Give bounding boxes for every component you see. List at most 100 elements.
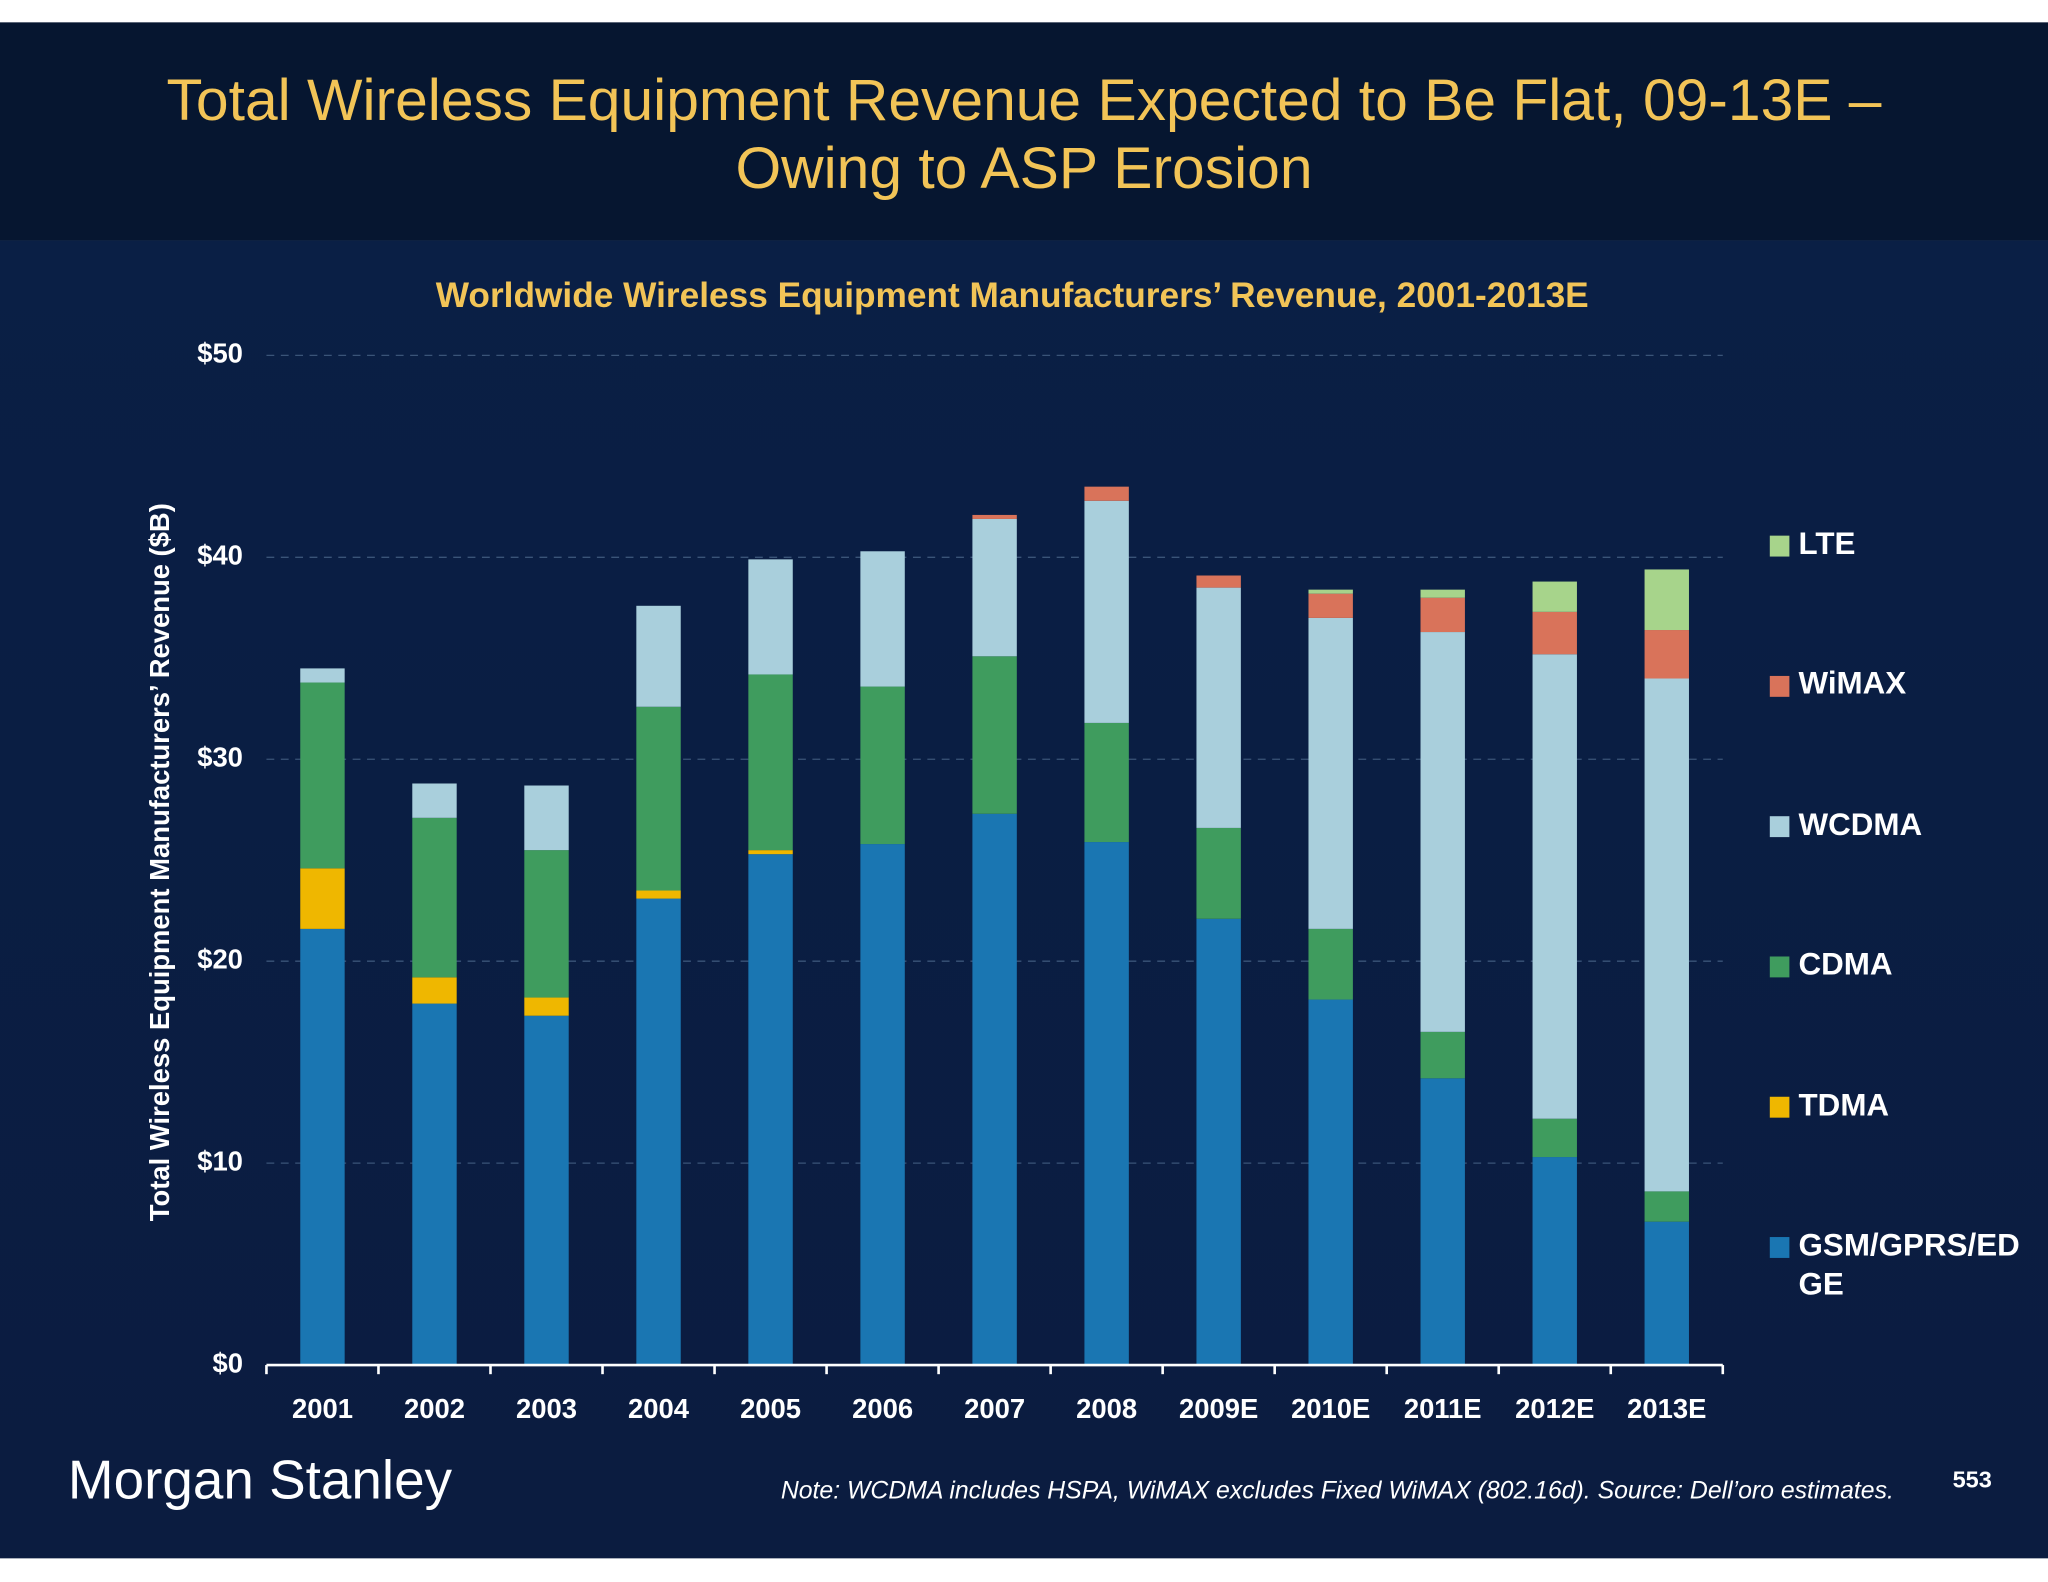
- bar-segment: [748, 559, 793, 675]
- y-axis-title: Total Wireless Equipment Manufacturers’ …: [144, 503, 175, 1221]
- bar-segment: [636, 706, 681, 891]
- bar-segment: [412, 817, 457, 978]
- y-tick-label: $0: [212, 1347, 242, 1378]
- legend-item: LTE: [1798, 526, 1856, 562]
- y-tick-label: $30: [197, 742, 243, 773]
- legend-item: WiMAX: [1798, 666, 1907, 703]
- bar-segment: [1084, 486, 1129, 501]
- y-tick-label: $10: [197, 1145, 243, 1176]
- bar-segment: [1196, 587, 1241, 828]
- bar-segment: [1084, 722, 1129, 843]
- footnote: Note: WCDMA includes HSPA, WiMAX exclude…: [781, 1477, 1894, 1504]
- legend-item: WCDMA: [1798, 807, 1923, 843]
- x-tick-label: 2005: [740, 1393, 801, 1424]
- bar-segment: [1644, 678, 1689, 1192]
- x-tick-label: 2009E: [1179, 1393, 1258, 1424]
- bar-segment: [1644, 1221, 1689, 1366]
- bar-segment: [300, 668, 345, 683]
- bar-segment: [300, 682, 345, 869]
- header-band: [0, 22, 2048, 241]
- x-tick-label: 2003: [516, 1393, 577, 1424]
- bar-segment: [1420, 1078, 1465, 1366]
- bar-segment: [636, 898, 681, 1366]
- bar-segment: [524, 850, 569, 998]
- y-tick-label: $50: [197, 338, 243, 369]
- chart-title: Worldwide Wireless Equipment Manufacture…: [436, 276, 1589, 315]
- page-number: 553: [1953, 1466, 1992, 1492]
- bar-segment: [1532, 1118, 1577, 1158]
- legend-swatch: [1769, 675, 1790, 697]
- bar-segment: [1644, 569, 1689, 631]
- bar-segment: [524, 1015, 569, 1366]
- bar-segment: [748, 854, 793, 1366]
- x-tick-label: 2002: [404, 1393, 465, 1424]
- bar-segment: [860, 844, 905, 1366]
- bar-segment: [1420, 1031, 1465, 1079]
- bar-segment: [1196, 918, 1241, 1366]
- bar-segment: [1532, 1157, 1577, 1366]
- bar-segment: [300, 928, 345, 1366]
- legend-label: WCDMA: [1798, 807, 1923, 843]
- bar-segment: [748, 674, 793, 851]
- bar-segment: [1084, 842, 1129, 1366]
- bar-segment: [1532, 611, 1577, 655]
- bar-segment: [1308, 589, 1353, 594]
- bar-segment: [1420, 632, 1465, 1032]
- bar-segment: [524, 997, 569, 1016]
- bar-segment: [1420, 589, 1465, 598]
- x-tick-label: 2001: [292, 1393, 353, 1424]
- bar-segment: [860, 551, 905, 687]
- bar-segment: [1084, 500, 1129, 723]
- x-tick-label: 2010E: [1291, 1393, 1370, 1424]
- bar-segment: [1196, 575, 1241, 588]
- bar-segment: [524, 785, 569, 851]
- legend-item: CDMA: [1798, 947, 1893, 983]
- legend-swatch: [1769, 816, 1790, 838]
- bar-segment: [972, 813, 1017, 1366]
- bar-segment: [1644, 630, 1689, 679]
- x-tick-label: 2013E: [1627, 1393, 1706, 1424]
- legend-swatch: [1769, 535, 1790, 557]
- bar-segment: [1420, 597, 1465, 633]
- bar-segment: [972, 518, 1017, 657]
- legend-label: GSM/GPRS/EDGE: [1798, 1227, 2020, 1303]
- slide-title: Total Wireless Equipment Revenue Expecte…: [167, 68, 1882, 133]
- legend-label: TDMA: [1798, 1087, 1890, 1123]
- x-tick-label: 2007: [964, 1393, 1025, 1424]
- bar-segment: [636, 890, 681, 899]
- bar-segment: [412, 977, 457, 1004]
- legend-swatch: [1769, 1096, 1790, 1118]
- legend-item: TDMA: [1798, 1087, 1890, 1123]
- bar-segment: [972, 656, 1017, 814]
- legend-swatch: [1769, 1237, 1790, 1258]
- bar-segment: [1308, 928, 1353, 1000]
- logo: Morgan Stanley: [68, 1448, 453, 1510]
- legend-label: WiMAX: [1798, 666, 1907, 703]
- legend-swatch: [1769, 956, 1790, 978]
- legend-label: CDMA: [1798, 947, 1893, 983]
- bar-segment: [860, 686, 905, 845]
- bar-segment: [412, 1003, 457, 1366]
- y-tick-label: $40: [197, 540, 243, 571]
- bar-segment: [1532, 581, 1577, 612]
- x-tick-label: 2012E: [1515, 1393, 1594, 1424]
- x-tick-label: 2004: [628, 1393, 690, 1424]
- bar-segment: [1308, 999, 1353, 1366]
- x-tick-label: 2011E: [1404, 1393, 1482, 1424]
- bar-segment: [300, 868, 345, 929]
- bar-segment: [1532, 654, 1577, 1119]
- bar-segment: [748, 850, 793, 855]
- slide-title: Owing to ASP Erosion: [735, 136, 1312, 201]
- y-tick-label: $20: [197, 943, 243, 974]
- bar-segment: [1308, 617, 1353, 929]
- bar-segment: [1196, 827, 1241, 919]
- bar-segment: [636, 605, 681, 707]
- bar-segment: [1308, 593, 1353, 618]
- legend-label: LTE: [1798, 526, 1856, 562]
- bar-segment: [412, 783, 457, 818]
- bar-segment: [972, 514, 1017, 519]
- bar-segment: [1644, 1191, 1689, 1222]
- x-tick-label: 2006: [852, 1393, 913, 1424]
